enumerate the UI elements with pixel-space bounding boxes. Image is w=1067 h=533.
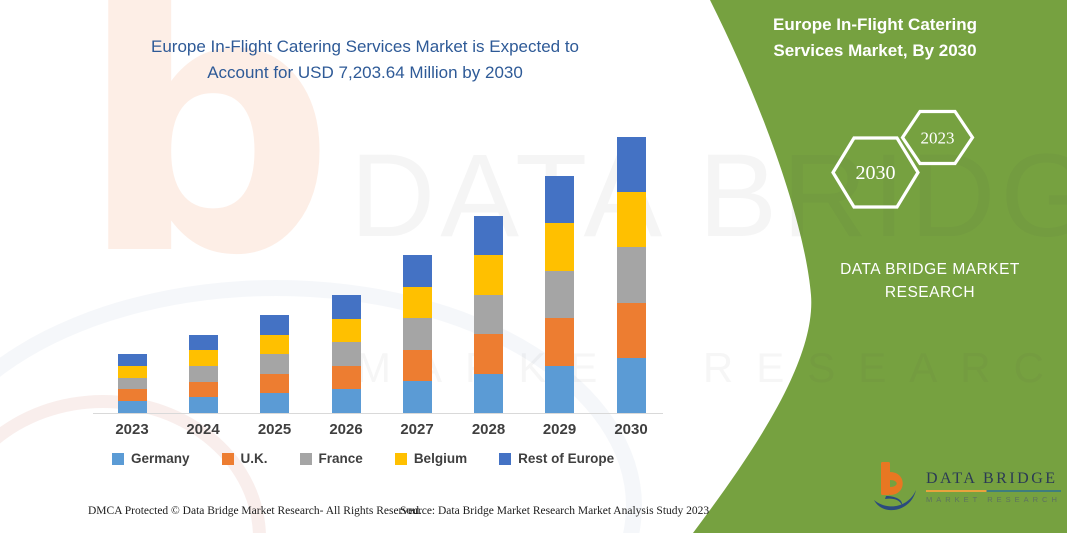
bar-segment-germany-2029	[545, 365, 574, 413]
bar-segment-rest-of-europe-2026	[331, 294, 361, 319]
side-panel-heading-line1: Europe In-Flight Catering	[773, 15, 977, 34]
databridge-logo: DATA BRIDGE MARKET RESEARCH	[872, 460, 1061, 514]
legend-item-u-k: U.K.	[221, 451, 268, 466]
side-panel-heading-line2: Services Market, By 2030	[773, 41, 977, 60]
databridge-logo-icon	[874, 462, 916, 511]
legend-swatch-icon	[112, 452, 124, 465]
logo-title: DATA BRIDGE	[926, 470, 1058, 487]
bar-segment-belgium-2030	[616, 192, 646, 248]
logo-text-column: DATA BRIDGE MARKET RESEARCH	[926, 470, 1061, 504]
x-axis-label-2030: 2030	[614, 421, 648, 438]
x-axis-label-2029: 2029	[542, 421, 577, 438]
side-panel-heading: Europe In-Flight Catering Services Marke…	[752, 12, 998, 64]
brand-text: DATA BRIDGE MARKET RESEARCH	[840, 261, 1020, 301]
bar-segment-u-k-2028	[474, 334, 503, 374]
bar-segment-france-2028	[474, 294, 503, 335]
legend-item-belgium: Belgium	[394, 451, 468, 466]
bar-segment-belgium-2025	[260, 334, 289, 355]
bar-segment-rest-of-europe-2027	[402, 255, 432, 287]
bar-segment-belgium-2027	[402, 286, 432, 319]
hexagon-2023-label: 2023	[921, 129, 955, 148]
legend-item-rest-of-europe: Rest of Europe	[499, 451, 614, 466]
chart-legend: Germany U.K. France Belgium Rest of Europe	[112, 451, 614, 466]
bar-segment-germany-2023	[117, 401, 147, 413]
x-axis-label-2028: 2028	[471, 421, 506, 438]
bar-segment-france-2023	[117, 377, 147, 390]
bar-segment-france-2025	[260, 354, 289, 374]
x-axis-line	[93, 413, 663, 414]
legend-item-germany: Germany	[112, 451, 190, 466]
logo-subtitle: MARKET RESEARCH	[926, 495, 1061, 504]
hexagon-badges: 2030 2023	[831, 109, 975, 209]
bar-segment-germany-2024	[188, 397, 218, 413]
bar-segment-belgium-2029	[545, 223, 574, 271]
x-axis-label-2025: 2025	[257, 421, 292, 438]
x-axis-label-2024: 2024	[186, 421, 220, 438]
bar-segment-germany-2026	[331, 389, 361, 413]
legend-label: Rest of Europe	[518, 451, 615, 466]
legend-swatch-icon	[221, 452, 234, 465]
bar-segment-belgium-2023	[117, 365, 147, 378]
chart-title: Europe In-Flight Catering Services Marke…	[105, 34, 625, 86]
bar-segment-u-k-2030	[616, 302, 646, 358]
x-axis-label-2027: 2027	[400, 421, 434, 438]
legend-label: Germany	[131, 451, 190, 466]
chart-title-line1: Europe In-Flight Catering Services Marke…	[150, 37, 580, 56]
logo-divider	[926, 490, 1061, 492]
bar-segment-rest-of-europe-2028	[474, 216, 503, 256]
bar-segment-rest-of-europe-2029	[545, 175, 574, 224]
bar-segment-belgium-2024	[188, 350, 218, 367]
bar-segment-france-2027	[402, 318, 432, 350]
bar-segment-belgium-2028	[474, 255, 503, 295]
bar-segment-u-k-2029	[545, 318, 574, 366]
bar-segment-germany-2027	[402, 381, 432, 413]
bar-segment-france-2024	[188, 366, 218, 382]
bar-segment-u-k-2025	[260, 373, 289, 394]
x-axis-label-2026: 2026	[329, 421, 363, 438]
legend-item-france: France	[299, 451, 363, 466]
bar-segment-france-2026	[331, 342, 361, 366]
bar-segment-france-2030	[616, 247, 646, 303]
bar-segment-u-k-2026	[331, 365, 361, 390]
legend-swatch-icon	[299, 452, 312, 465]
bar-segment-rest-of-europe-2025	[260, 314, 289, 335]
bar-segment-rest-of-europe-2024	[188, 334, 218, 351]
x-axis-label-2023: 2023	[115, 421, 149, 438]
bar-segment-germany-2025	[260, 393, 289, 413]
bar-segment-germany-2030	[616, 357, 646, 413]
hexagon-2030-label: 2030	[856, 162, 896, 184]
footer-source-text: Source: Data Bridge Market Research Mark…	[400, 505, 710, 517]
bar-segment-u-k-2027	[402, 349, 432, 382]
bar-segment-germany-2028	[474, 373, 503, 413]
bar-segment-u-k-2024	[188, 381, 218, 398]
legend-label: France	[318, 451, 363, 466]
chart-title-line2: Account for USD 7,203.64 Million by 2030	[207, 63, 523, 82]
bar-segment-france-2029	[545, 270, 574, 319]
legend-swatch-icon	[394, 452, 407, 465]
bar-segment-u-k-2023	[117, 389, 147, 402]
legend-label: Belgium	[413, 451, 468, 466]
bar-segment-belgium-2026	[331, 318, 361, 343]
bar-segment-rest-of-europe-2030	[616, 137, 646, 193]
footer-dmca-text: DMCA Protected © Data Bridge Market Rese…	[88, 505, 422, 517]
legend-label: U.K.	[240, 451, 268, 466]
bar-segment-rest-of-europe-2023	[117, 353, 147, 366]
legend-swatch-icon	[499, 452, 512, 465]
